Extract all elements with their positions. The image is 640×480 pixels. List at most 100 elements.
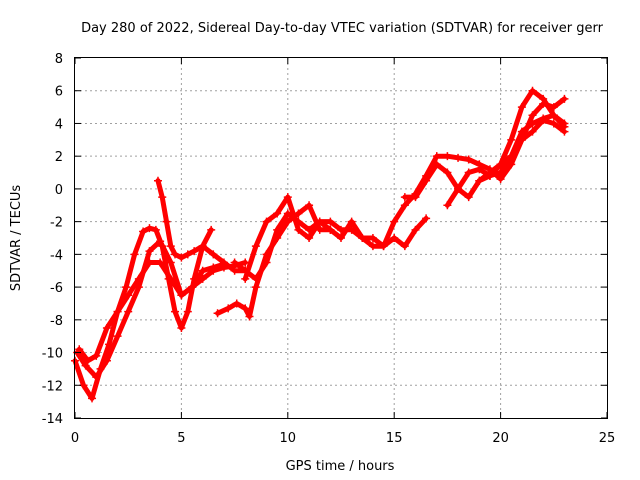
data-point	[171, 307, 180, 316]
data-point	[213, 309, 222, 318]
data-point	[273, 209, 282, 218]
data-point	[75, 345, 84, 354]
data-point	[219, 258, 228, 267]
data-point	[422, 176, 431, 185]
x-tick-label: 5	[177, 431, 185, 446]
data-point	[134, 274, 143, 283]
data-point	[198, 274, 207, 283]
data-point	[139, 227, 148, 236]
data-point	[326, 217, 335, 226]
data-point	[171, 250, 180, 259]
data-point	[475, 160, 484, 169]
data-point	[507, 160, 516, 169]
data-point	[251, 242, 260, 251]
data-point	[177, 324, 186, 332]
data-point	[158, 193, 167, 202]
data-point	[124, 307, 133, 316]
chart-title: Day 280 of 2022, Sidereal Day-to-day VTE…	[81, 21, 603, 36]
plot-frame	[74, 57, 608, 419]
data-point	[151, 225, 160, 234]
data-point	[411, 225, 420, 234]
data-point	[156, 237, 165, 246]
data-point	[130, 250, 139, 259]
data-point	[464, 193, 473, 202]
data-point	[454, 153, 463, 162]
data-series-group	[71, 86, 569, 403]
grid	[75, 58, 607, 418]
y-tick-label: 4	[55, 117, 63, 132]
data-point	[294, 209, 303, 218]
data-point	[358, 234, 367, 242]
y-tick-label: 0	[55, 183, 63, 198]
data-point	[145, 258, 154, 267]
data-point	[122, 283, 131, 292]
data-point	[88, 394, 97, 403]
data-point	[294, 225, 303, 234]
data-point	[177, 253, 186, 262]
data-point	[83, 356, 92, 365]
data-point	[560, 119, 569, 128]
data-point	[528, 127, 537, 136]
data-point	[337, 234, 345, 242]
data-point	[230, 266, 239, 275]
data-point	[283, 193, 292, 202]
data-point	[496, 175, 505, 184]
data-point	[262, 258, 271, 267]
series-line-7	[242, 194, 429, 282]
data-point	[156, 258, 165, 267]
data-point	[102, 324, 111, 332]
data-point	[241, 274, 250, 283]
y-tick-label: -2	[50, 216, 63, 231]
data-point	[241, 304, 250, 313]
data-point	[209, 250, 218, 259]
data-point	[198, 266, 207, 275]
data-point	[560, 94, 569, 103]
data-point	[454, 184, 463, 193]
data-point	[232, 299, 241, 308]
data-point	[251, 283, 260, 292]
data-point	[485, 171, 494, 180]
data-point	[245, 312, 254, 321]
data-point	[283, 209, 292, 218]
data-point	[464, 155, 473, 164]
data-point	[162, 217, 171, 226]
x-tick-label: 15	[386, 431, 403, 446]
y-tick-label: -6	[50, 281, 63, 296]
y-tick-label: -10	[42, 347, 63, 362]
data-point	[207, 225, 216, 234]
data-point	[443, 152, 452, 161]
data-point	[145, 247, 154, 256]
data-point	[432, 160, 441, 169]
y-tick-label: -8	[50, 314, 63, 329]
data-point	[443, 168, 452, 177]
data-point	[145, 224, 154, 233]
data-point	[411, 193, 420, 202]
data-point	[368, 242, 377, 251]
data-point	[347, 217, 356, 226]
data-point	[507, 135, 516, 144]
data-point	[368, 234, 377, 242]
data-point	[400, 201, 409, 210]
data-point	[209, 266, 218, 275]
data-point	[379, 242, 388, 251]
data-point	[92, 351, 101, 360]
data-point	[475, 176, 484, 185]
y-tick-label: -14	[42, 412, 63, 427]
data-point	[230, 258, 239, 267]
data-point	[400, 242, 409, 251]
data-point	[315, 217, 324, 226]
data-point	[400, 193, 409, 202]
data-point	[190, 247, 199, 256]
x-tick-label: 20	[492, 431, 509, 446]
y-tick-label: 6	[55, 85, 63, 100]
data-point	[113, 332, 122, 341]
x-tick-label: 25	[599, 431, 616, 446]
y-tick-label: -12	[42, 379, 63, 394]
data-point	[113, 307, 122, 316]
data-point	[443, 201, 452, 210]
y-tick-label: 2	[55, 150, 63, 165]
data-point	[560, 127, 569, 136]
data-point	[262, 217, 271, 226]
data-point	[224, 304, 233, 313]
data-point	[390, 217, 399, 226]
